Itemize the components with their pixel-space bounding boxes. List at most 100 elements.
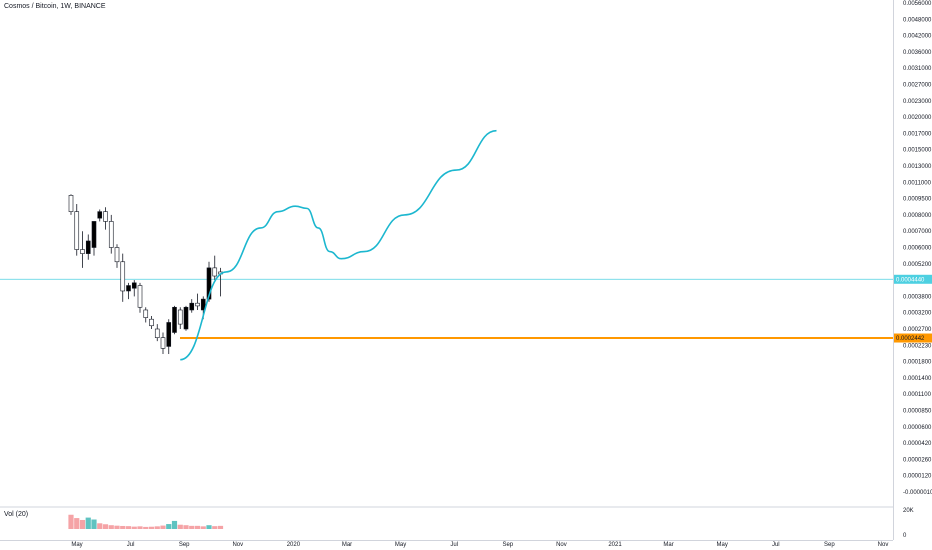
price-tick-label: 0.0013000 [903,164,932,170]
volume-bar [160,525,166,529]
price-tick-label: 0.0008000 [903,213,932,219]
candle [126,282,131,300]
volume-bar [154,526,160,529]
candlestick-series [68,194,223,355]
volume-bar [91,519,97,529]
price-tick-label: 0.0000260 [903,457,932,463]
candle-body [114,247,120,263]
candle-body [172,306,177,333]
price-tick-label: 0.0023000 [903,99,932,105]
time-axis: May Jul Sep Nov 2020 Mar May Jul Sep Nov 2021 Mar Ma… [71,542,888,548]
candle [137,282,143,313]
volume-bar [102,524,109,529]
volume-series [68,514,224,529]
candle [143,307,149,323]
candle [85,234,91,260]
candle-body [74,211,80,250]
volume-bar [97,523,103,529]
candle-body [206,267,212,300]
candle [195,293,200,310]
volume-bar [85,517,91,529]
time-tick-label: May [71,542,82,548]
time-tick-label: May [395,542,406,548]
level-lines [0,278,893,340]
price-tick-label: 0.0027000 [903,83,932,89]
candle-body [195,302,200,307]
candle [166,319,172,355]
current-price-badge: 0.0004440 [894,274,932,284]
volume-bar [120,525,126,529]
volume-indicator-label[interactable]: Vol (20) [4,511,29,518]
volume-bar [114,525,120,529]
candle [108,214,114,254]
volume-bar [108,525,114,529]
candle [74,204,80,256]
candle-body [166,322,172,347]
candle-body [91,221,97,248]
candle-body [97,211,103,219]
candle-body [183,306,189,330]
support-level-badge: 0.0002442 [894,333,932,343]
volume-bar [171,520,178,529]
price-tick-label: 0.0001100 [903,392,932,398]
price-tick-label: 0.0007000 [903,229,932,235]
price-tick-label: 0.0036000 [903,50,932,56]
time-tick-label: Jul [450,542,458,548]
candle [177,307,183,329]
price-tick-label: 0.0000600 [903,425,932,431]
price-tick-label: 0.0017000 [903,131,932,137]
current-price-badge-label: 0.0004440 [896,277,925,283]
volume-bar [217,525,224,529]
candle-body [108,221,114,248]
candle-body [85,240,91,254]
price-tick-label: 0.0000420 [903,441,932,447]
candle [97,209,103,222]
candle [131,280,137,297]
price-tick-label: 0.0003800 [903,294,932,300]
time-tick-label: 2020 [287,542,301,548]
candle [149,315,154,329]
volume-bar [200,526,206,529]
price-tick-label: 0.0020000 [903,115,932,121]
price-tick-label: 0.0048000 [903,17,932,23]
price-tick-label: 0.0031000 [903,66,932,72]
candle [120,253,126,302]
candle-body [200,298,206,311]
candle [91,221,97,256]
price-tick-label: 0.0006000 [903,246,932,252]
price-tick-label: 0.0002700 [903,327,932,333]
volume-axis: 20K 0 [903,508,914,539]
candle [80,231,85,268]
price-tick-label: 0.0001400 [903,376,932,382]
price-tick-label: 0.0042000 [903,34,932,40]
price-tick-label: 0.0015000 [903,148,932,154]
price-tick-label: 0.0009500 [903,197,932,203]
projection-drawing [180,129,497,361]
time-tick-label: Nov [556,542,567,548]
volume-bar [177,524,183,529]
price-tick-label: 0.0002230 [903,343,932,349]
candle [218,267,223,297]
candle-body [126,285,131,292]
volume-bar [206,525,212,529]
time-tick-label: Sep [179,542,190,548]
price-tick-label: 0.0056000 [903,1,932,7]
volume-tick-label: 0 [903,533,907,539]
price-tick-label: 0.0003200 [903,311,932,317]
current-price-badge-bg [894,274,932,284]
price-tick-label: 0.0005200 [903,262,932,268]
price-tick-label: 0.0011000 [903,180,932,186]
price-tick-label: -0.0000010 [903,490,932,496]
volume-bar [194,525,201,529]
volume-bar [166,524,172,529]
time-tick-label: Mar [342,542,352,548]
candle-body [131,282,137,289]
support-level-badge-bg [894,333,932,343]
candle [103,207,108,230]
candle [68,194,74,215]
volume-bar [137,526,143,529]
time-tick-label: Sep [824,542,835,548]
candle-body [143,309,149,318]
candle [114,244,120,268]
